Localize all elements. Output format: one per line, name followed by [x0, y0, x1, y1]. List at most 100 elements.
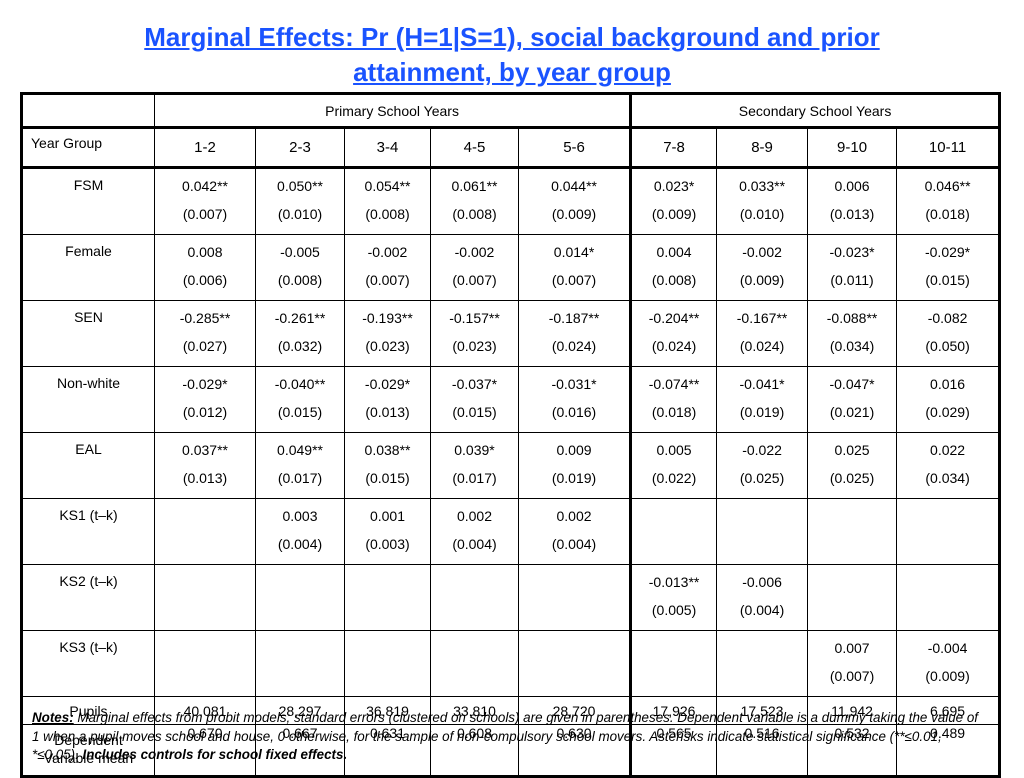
standard-error: (0.025) — [739, 470, 785, 486]
pupils-count: 11,942 — [807, 696, 898, 725]
row-label: KS1 (t–k) — [21, 498, 155, 565]
estimate-cell: -0.082 (0.050) — [896, 300, 1001, 367]
coefficient: 0.003 — [282, 508, 318, 524]
coefficient: -0.285** — [179, 310, 231, 326]
row-label: Female — [21, 234, 155, 301]
standard-error: (0.008) — [452, 206, 497, 222]
estimate-cell — [430, 630, 519, 697]
standard-error: (0.008) — [277, 272, 323, 288]
row-label: Pupils — [21, 696, 155, 725]
year-header-7-8: 7-8 — [629, 127, 718, 169]
standard-error: (0.006) — [182, 272, 228, 288]
pupils-count: 17,926 — [629, 696, 718, 725]
estimate-cell: 0.005 (0.022) — [629, 432, 718, 499]
coefficient: -0.167** — [736, 310, 788, 326]
standard-error: (0.004) — [551, 536, 597, 552]
pupils-row: Pupils 40,081 28,297 36,819 33,810 28,720 17,9… — [21, 696, 1001, 725]
estimate-cell: 0.004 (0.008) — [629, 234, 718, 301]
estimate-cell — [807, 498, 898, 565]
table-row: SEN -0.285** (0.027) -0.261** (0.032) -0.193*… — [21, 300, 1001, 367]
estimate-cell: 0.002 (0.004) — [430, 498, 519, 565]
standard-error: (0.009) — [739, 272, 785, 288]
estimate-cell: -0.013** (0.005) — [629, 564, 718, 631]
standard-error: (0.009) — [651, 206, 697, 222]
estimate-cell: -0.002 (0.007) — [344, 234, 431, 301]
coefficient: 0.002 — [556, 508, 592, 524]
estimate-cell: -0.088** (0.034) — [807, 300, 898, 367]
estimate-cell — [629, 498, 718, 565]
pupils-count: 40,081 — [154, 696, 256, 725]
coefficient: 0.039* — [454, 442, 495, 458]
coefficient: 0.049** — [277, 442, 323, 458]
notes-label: Notes: — [32, 710, 74, 725]
estimate-cell — [430, 564, 519, 631]
coefficient: 0.033** — [739, 178, 786, 194]
table-row: KS1 (t–k) 0.003 (0.004) 0.001 (0.003) 0.002 (0… — [21, 498, 1001, 565]
coefficient: -0.204** — [648, 310, 700, 326]
row-label-line-1: Dependent — [54, 732, 123, 748]
estimate-cell: 0.042** (0.007) — [154, 167, 256, 235]
estimate-cell: 0.044** (0.009) — [517, 167, 632, 235]
estimate-cell: -0.037* (0.015) — [430, 366, 519, 433]
row-label: Non-white — [21, 366, 155, 433]
coefficient: 0.046** — [924, 178, 971, 194]
standard-error: (0.007) — [365, 272, 410, 288]
coefficient: -0.002 — [742, 244, 782, 260]
standard-error: (0.032) — [277, 338, 323, 354]
standard-error: (0.022) — [651, 470, 697, 486]
year-header-10-11: 10-11 — [896, 127, 1001, 169]
table-row: FSM 0.042** (0.007) 0.050** (0.010) 0.054** (0… — [21, 167, 1001, 235]
coefficient: 0.001 — [369, 508, 406, 524]
year-header-5-6: 5-6 — [517, 127, 632, 169]
coefficient: -0.029* — [182, 376, 228, 392]
coefficient: -0.002 — [367, 244, 408, 260]
coefficient: -0.022 — [742, 442, 782, 458]
estimate-cell — [344, 564, 431, 631]
estimate-cell: 0.049** (0.017) — [255, 432, 345, 499]
row-label-line-2: Variable mean — [43, 750, 134, 766]
estimate-cell: 0.046** (0.018) — [896, 167, 1001, 235]
estimate-cell: 0.022 (0.034) — [896, 432, 1001, 499]
estimate-cell: 0.037** (0.013) — [154, 432, 256, 499]
estimate-cell: 0.006 (0.013) — [807, 167, 898, 235]
estimate-cell: 0.001 (0.003) — [344, 498, 431, 565]
estimate-cell: -0.041* (0.019) — [716, 366, 809, 433]
standard-error: (0.012) — [182, 404, 228, 420]
estimate-cell: 0.054** (0.008) — [344, 167, 431, 235]
estimate-cell — [896, 498, 1001, 565]
slide-title: Marginal Effects: Pr (H=1|S=1), social b… — [0, 20, 1024, 90]
standard-error: (0.023) — [365, 338, 410, 354]
standard-error: (0.007) — [452, 272, 497, 288]
coefficient: -0.074** — [648, 376, 700, 392]
coefficient: 0.044** — [551, 178, 597, 194]
coefficient: -0.088** — [826, 310, 878, 326]
standard-error: (0.021) — [829, 404, 875, 420]
estimate-cell: 0.003 (0.004) — [255, 498, 345, 565]
coefficient: 0.023* — [653, 178, 695, 194]
standard-error: (0.015) — [452, 404, 497, 420]
standard-error: (0.004) — [452, 536, 497, 552]
table-row: KS2 (t–k) -0.013** (0.005) -0.006 (0.004) — [21, 564, 1001, 631]
estimate-cell: 0.025 (0.025) — [807, 432, 898, 499]
standard-error: (0.005) — [651, 602, 697, 618]
year-header-2-3: 2-3 — [255, 127, 345, 169]
standard-error: (0.013) — [182, 470, 228, 486]
standard-error: (0.009) — [551, 206, 597, 222]
standard-error: (0.024) — [651, 338, 697, 354]
standard-error: (0.034) — [829, 338, 875, 354]
standard-error: (0.019) — [551, 470, 597, 486]
coefficient: -0.006 — [742, 574, 782, 590]
pupils-count: 36,819 — [344, 696, 431, 725]
estimate-cell: 0.061** (0.008) — [430, 167, 519, 235]
row-label: EAL — [21, 432, 155, 499]
estimate-cell: -0.022 (0.025) — [716, 432, 809, 499]
estimate-cell: -0.006 (0.004) — [716, 564, 809, 631]
estimate-cell: 0.033** (0.010) — [716, 167, 809, 235]
coefficient: 0.038** — [364, 442, 411, 458]
estimate-cell: -0.040** (0.015) — [255, 366, 345, 433]
coefficient: 0.006 — [834, 178, 870, 194]
coefficient: -0.041* — [739, 376, 785, 392]
standard-error: (0.029) — [925, 404, 970, 420]
estimate-cell: -0.005 (0.008) — [255, 234, 345, 301]
estimate-cell — [154, 564, 256, 631]
